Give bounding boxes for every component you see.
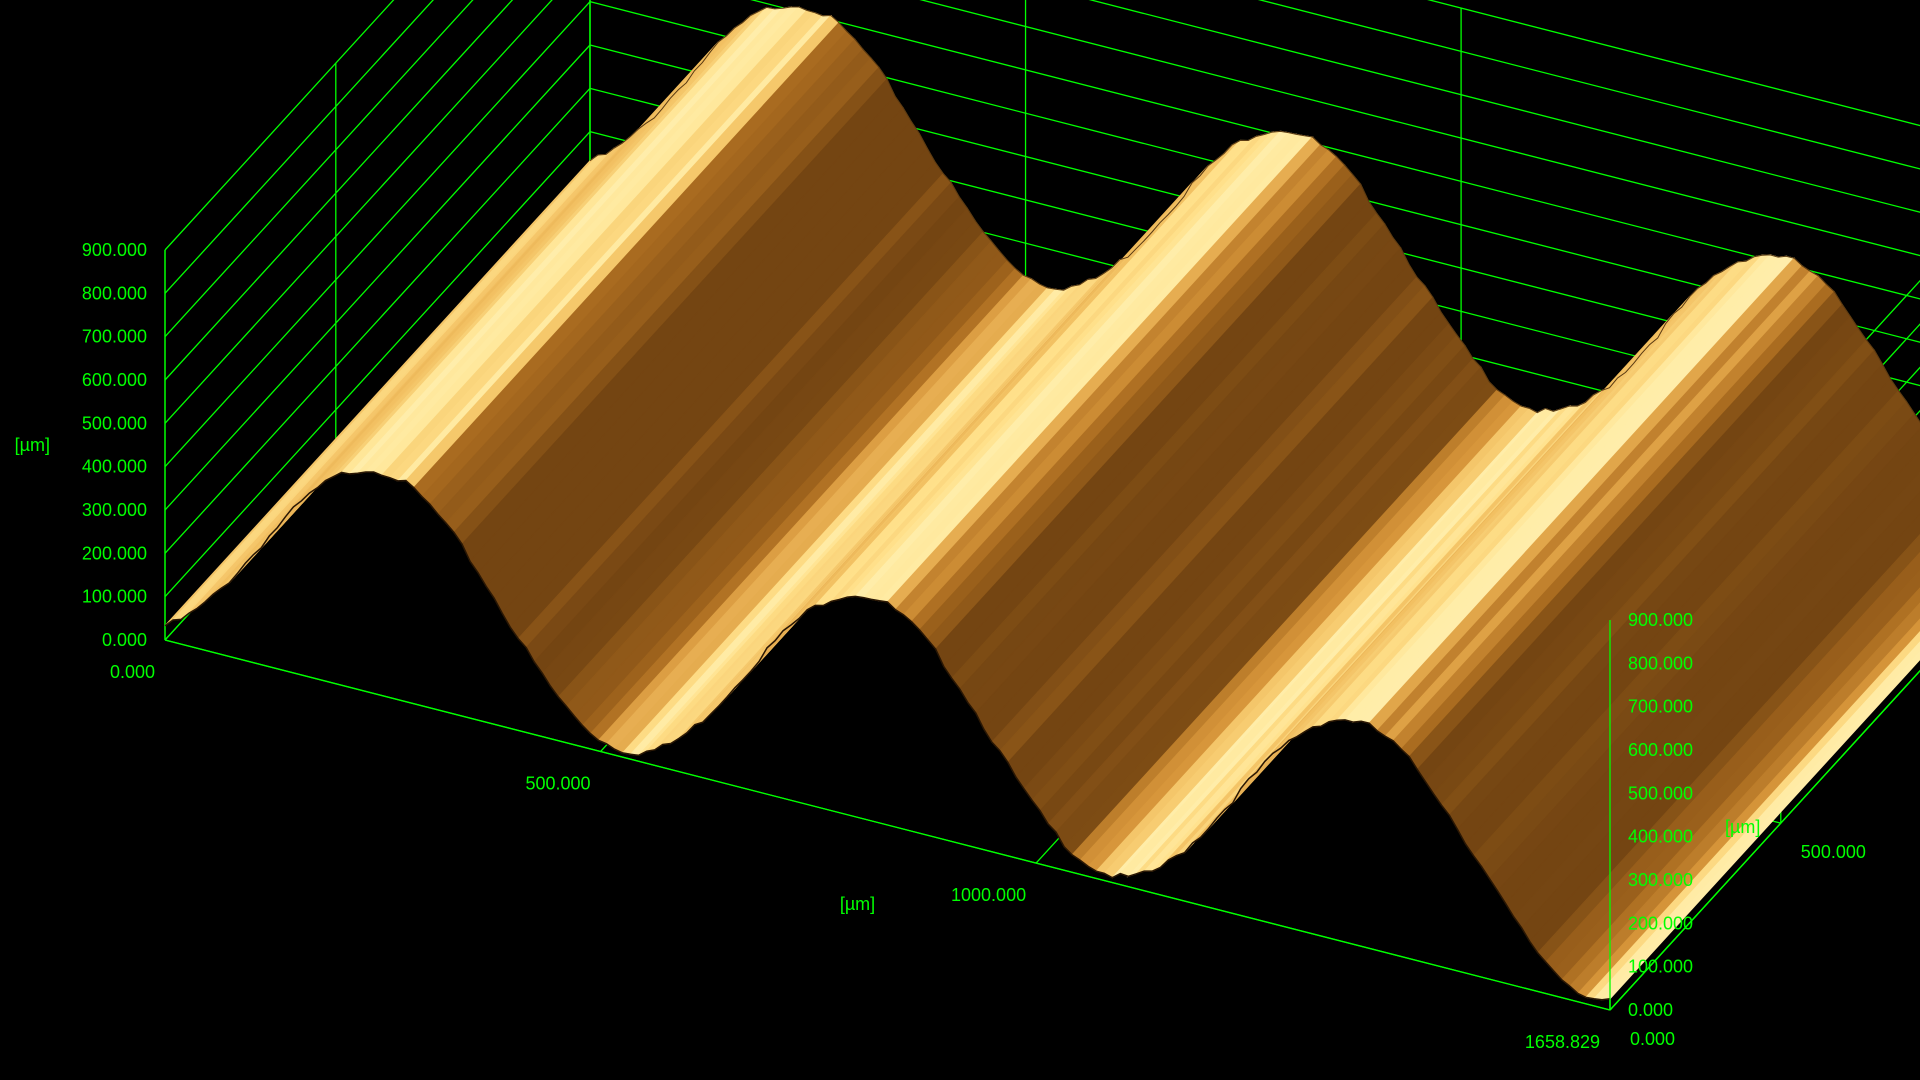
y-tick: 0.000 bbox=[1630, 1029, 1675, 1049]
z-tick-left: 800.000 bbox=[82, 283, 147, 303]
z-tick-right: 800.000 bbox=[1628, 653, 1693, 673]
z-tick-right: 600.000 bbox=[1628, 740, 1693, 760]
z-tick-left: 400.000 bbox=[82, 457, 147, 477]
x-axis-label: [µm] bbox=[840, 894, 875, 914]
z-axis-label-right: [µm] bbox=[1725, 817, 1760, 837]
x-tick: 0.000 bbox=[110, 662, 155, 682]
z-tick-left: 500.000 bbox=[82, 413, 147, 433]
x-tick: 1658.829 bbox=[1525, 1032, 1600, 1052]
z-tick-left: 200.000 bbox=[82, 543, 147, 563]
z-tick-right: 300.000 bbox=[1628, 870, 1693, 890]
z-tick-left: 900.000 bbox=[82, 240, 147, 260]
x-tick: 1000.000 bbox=[951, 885, 1026, 905]
z-tick-left: 300.000 bbox=[82, 500, 147, 520]
x-tick: 500.000 bbox=[525, 774, 590, 794]
z-tick-right: 100.000 bbox=[1628, 957, 1693, 977]
z-tick-left: 600.000 bbox=[82, 370, 147, 390]
z-tick-left: 700.000 bbox=[82, 327, 147, 347]
z-tick-right: 500.000 bbox=[1628, 783, 1693, 803]
z-tick-right: 0.000 bbox=[1628, 1000, 1673, 1020]
z-axis-label-left: [µm] bbox=[15, 435, 50, 455]
y-tick: 500.000 bbox=[1801, 842, 1866, 862]
z-tick-right: 200.000 bbox=[1628, 913, 1693, 933]
z-tick-left: 100.000 bbox=[82, 587, 147, 607]
z-tick-right: 700.000 bbox=[1628, 697, 1693, 717]
z-tick-right: 900.000 bbox=[1628, 610, 1693, 630]
z-tick-left: 0.000 bbox=[102, 630, 147, 650]
surface-mesh bbox=[165, 7, 1920, 1000]
surface-3d-plot: 0.000 100.000 200.000 300.000 400.000 500.000… bbox=[0, 0, 1920, 1080]
z-tick-right: 400.000 bbox=[1628, 827, 1693, 847]
